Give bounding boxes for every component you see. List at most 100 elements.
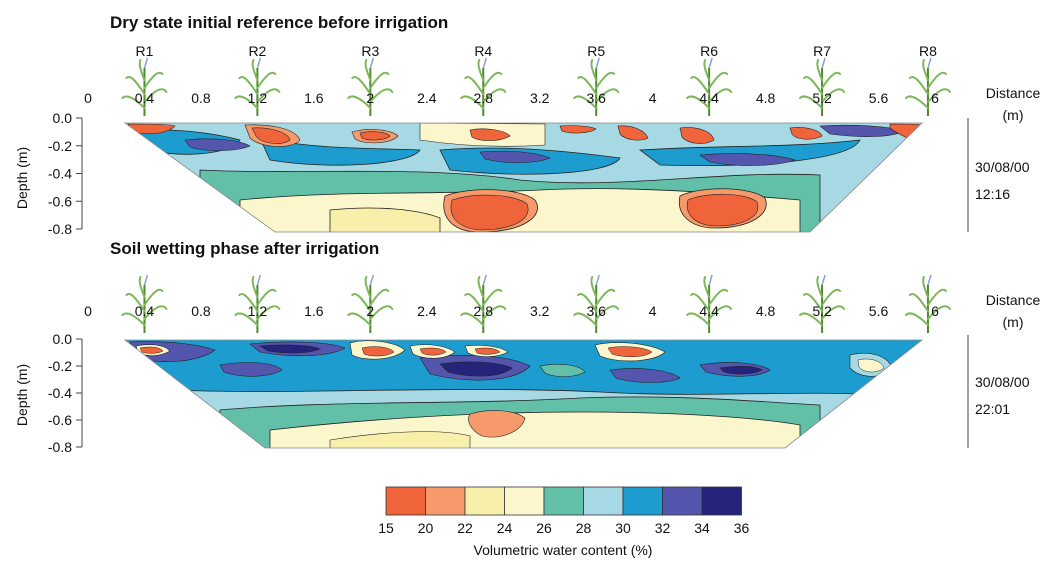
top-plant-4: R4 <box>460 43 507 116</box>
top-x-tick: 1.2 <box>248 90 268 106</box>
bot-plant-5 <box>573 274 620 333</box>
bot-plant-7 <box>799 274 846 333</box>
bot-x-tick: 2.4 <box>417 303 437 319</box>
panel-top-y-ticks: 0.0 -0.2 -0.4 -0.6 -0.8 <box>48 110 83 237</box>
colorbar-bin <box>701 486 742 516</box>
top-plant-label-1: R1 <box>136 43 154 59</box>
top-x-tick: 4.4 <box>699 90 719 106</box>
colorbar-bin <box>425 486 466 516</box>
panel-bottom-ylabel: Depth (m) <box>14 364 30 426</box>
colorbar: 15 20 22 24 26 28 30 32 34 36 <box>378 486 750 536</box>
colorbar-tick: 28 <box>576 520 592 536</box>
panel-top-plants: R1 R2 R3 R4 R5 R6 R7 R8 <box>121 43 951 116</box>
colorbar-bin <box>385 486 426 516</box>
top-plant-label-3: R3 <box>361 43 379 59</box>
top-plant-label-7: R7 <box>813 43 831 59</box>
top-plant-label-4: R4 <box>474 43 492 59</box>
top-plant-1: R1 <box>121 43 168 116</box>
bot-x-tick: 3.2 <box>530 303 550 319</box>
colorbar-tick: 24 <box>497 520 513 536</box>
panel-bottom-x-ticks: 0 0.4 0.8 1.2 1.6 2 2.4 2.8 3.2 3.6 4 4.4 4.8 5.2 5.6 6 <box>84 303 939 319</box>
bot-x-tick: 4 <box>649 303 657 319</box>
bot-x-tick: 4.8 <box>756 303 776 319</box>
panel-top-contour-map <box>125 123 922 232</box>
top-x-tick: 0.4 <box>135 90 155 106</box>
bot-x-tick: 4.4 <box>699 303 719 319</box>
panel-top-distance-unit: (m) <box>1003 107 1024 123</box>
top-x-tick: 0.8 <box>191 90 211 106</box>
colorbar-bin <box>583 486 624 516</box>
top-x-tick: 0 <box>84 90 92 106</box>
panel-bottom-plants <box>121 274 951 333</box>
panel-top-border <box>123 122 923 233</box>
panel-top-date: 30/08/00 <box>975 159 1030 175</box>
bot-x-tick: 0.8 <box>191 303 211 319</box>
colorbar-tick: 20 <box>418 520 434 536</box>
colorbar-tick: 34 <box>694 520 710 536</box>
top-x-tick: 3.6 <box>586 90 606 106</box>
top-y-tick: -0.2 <box>48 138 72 154</box>
panel-top-title: Dry state initial reference before irrig… <box>110 13 448 32</box>
top-plant-label-8: R8 <box>919 43 937 59</box>
panel-top-x-ticks: 0 0.4 0.8 1.2 1.6 2 2.4 2.8 3.2 3.6 4 4.4 4.8 5.2 5.6 6 <box>84 90 939 106</box>
bot-y-tick: -0.8 <box>48 439 72 455</box>
top-plant-5: R5 <box>573 43 620 116</box>
top-plant-7: R7 <box>799 43 846 116</box>
colorbar-tick: 36 <box>734 520 750 536</box>
panel-bottom-time: 22:01 <box>975 401 1010 417</box>
colorbar-tick: 30 <box>615 520 631 536</box>
panel-bottom-border <box>123 339 924 449</box>
top-x-tick: 4.8 <box>756 90 776 106</box>
top-plant-3: R3 <box>347 43 394 116</box>
bot-x-tick: 0 <box>84 303 92 319</box>
panel-top-distance-label: Distance <box>986 85 1041 101</box>
bot-y-tick: -0.2 <box>48 358 72 374</box>
top-plant-label-6: R6 <box>700 43 718 59</box>
top-y-tick: -0.4 <box>48 166 72 182</box>
top-y-tick: 0.0 <box>53 110 73 126</box>
top-plant-8: R8 <box>904 43 951 116</box>
top-x-tick: 2.8 <box>474 90 494 106</box>
panel-bottom-contour-map <box>125 340 922 448</box>
bot-plant-8 <box>904 274 951 333</box>
bot-x-tick: 0.4 <box>135 303 155 319</box>
top-x-tick: 5.2 <box>812 90 832 106</box>
bot-x-tick: 2 <box>366 303 374 319</box>
bot-y-tick: -0.4 <box>48 385 72 401</box>
top-plant-6: R6 <box>686 43 733 116</box>
bot-x-tick: 6 <box>931 303 939 319</box>
panel-bottom-distance-unit: (m) <box>1003 314 1024 330</box>
colorbar-bin <box>504 486 545 516</box>
top-y-tick: -0.6 <box>48 193 72 209</box>
top-x-tick: 3.2 <box>530 90 550 106</box>
panel-top-ylabel: Depth (m) <box>14 147 30 209</box>
bot-plant-1 <box>121 274 168 333</box>
colorbar-bin <box>464 486 505 516</box>
bot-plant-2 <box>234 274 281 333</box>
bot-y-tick: -0.6 <box>48 412 72 428</box>
top-x-tick: 1.6 <box>304 90 324 106</box>
colorbar-tick: 32 <box>655 520 671 536</box>
colorbar-label: Volumetric water content (%) <box>474 542 653 558</box>
top-plant-2: R2 <box>234 43 281 116</box>
colorbar-tick: 22 <box>457 520 473 536</box>
colorbar-tick: 15 <box>378 520 394 536</box>
panel-bottom-distance-label: Distance <box>986 292 1041 308</box>
panel-bottom-date: 30/08/00 <box>975 374 1030 390</box>
top-plant-label-5: R5 <box>587 43 605 59</box>
bot-x-tick: 2.8 <box>474 303 494 319</box>
bot-plant-6 <box>686 274 733 333</box>
top-x-tick: 5.6 <box>869 90 889 106</box>
top-x-tick: 6 <box>931 90 939 106</box>
bot-y-tick: 0.0 <box>53 331 73 347</box>
colorbar-bin <box>543 486 584 516</box>
colorbar-tick: 26 <box>536 520 552 536</box>
top-x-tick: 4 <box>649 90 657 106</box>
colorbar-bin <box>622 486 663 516</box>
panel-bottom-title: Soil wetting phase after irrigation <box>110 239 379 258</box>
colorbar-bin <box>662 486 703 516</box>
bot-x-tick: 5.2 <box>812 303 832 319</box>
bot-x-tick: 5.6 <box>869 303 889 319</box>
top-x-tick: 2 <box>366 90 374 106</box>
